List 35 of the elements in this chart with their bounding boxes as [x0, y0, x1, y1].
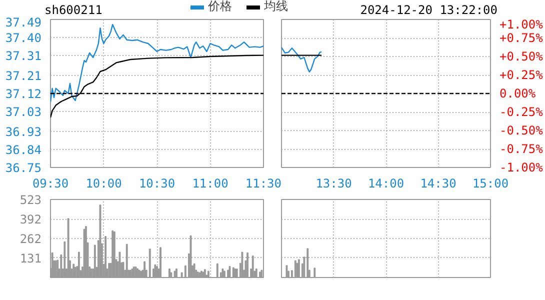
y2-tick-label: -1.00%	[500, 160, 544, 174]
y2-tick-label: 0.00%	[500, 86, 536, 100]
y2-tick-label: -0.75%	[500, 142, 544, 156]
x-tick-label: 10:30	[138, 176, 176, 190]
chart-subtitle: 2024-12-20 13:22:00	[360, 2, 498, 17]
x-tick-label: 14:30	[420, 176, 456, 190]
x-tick-label: 10:00	[86, 176, 122, 190]
y2-tick-label: -0.50%	[500, 124, 544, 138]
x-tick-label: 13:30	[316, 176, 352, 190]
y-tick-label: 36.93	[5, 125, 42, 139]
y2-tick-label: +1.00%	[500, 18, 544, 32]
legend-label: 均线	[264, 0, 288, 15]
y-tick-label: 37.40	[5, 31, 42, 45]
x-tick-label: 11:30	[245, 176, 282, 190]
y-tick-label: 37.31	[5, 49, 42, 63]
x-tick-label: 15:00	[472, 176, 509, 190]
y-tick-label: 37.03	[5, 105, 42, 119]
y-tick-label: 262	[20, 232, 42, 246]
y-tick-label: 36.84	[5, 143, 42, 157]
chart-title: sh600211	[44, 2, 102, 17]
y-tick-label: 37.21	[5, 69, 42, 83]
x-tick-label: 14:00	[368, 176, 404, 190]
y-tick-label: 37.12	[5, 87, 42, 101]
y-tick-label: 523	[20, 193, 42, 207]
y2-tick-label: -0.25%	[500, 105, 544, 119]
y-tick-label: 36.75	[5, 161, 42, 175]
x-tick-label: 11:00	[192, 176, 228, 190]
x-tick-label: 09:30	[32, 176, 69, 190]
y-tick-label: 392	[20, 212, 42, 227]
y-tick-label: 131	[20, 251, 42, 266]
legend-label: 价格	[208, 0, 232, 15]
y2-tick-label: +0.50%	[500, 50, 544, 64]
y-tick-label: 37.49	[5, 16, 42, 30]
y2-tick-label: +0.75%	[500, 31, 544, 45]
y2-tick-label: +0.25%	[500, 68, 544, 82]
